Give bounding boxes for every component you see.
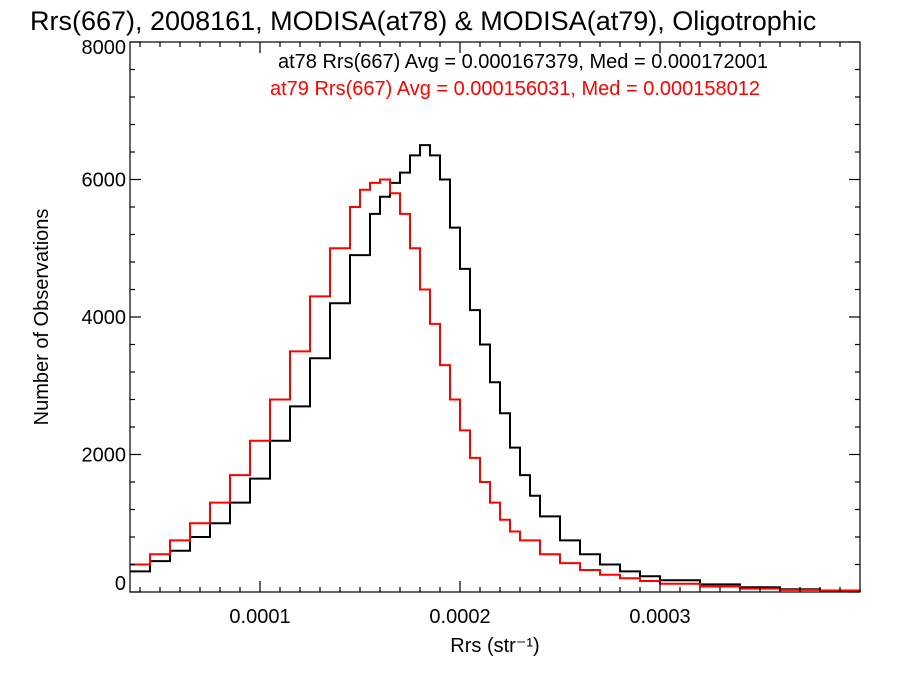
y-tick-label: 0 (115, 573, 126, 595)
x-tick-label: 0.0002 (429, 606, 490, 628)
y-tick-label: 8000 (82, 37, 127, 59)
series-layer (130, 144, 861, 592)
x-axis-label: Rrs (str⁻¹) (450, 635, 539, 657)
ticks-layer: 0 2000 4000 6000 8000 0.0001 0.0002 0.0003 (82, 37, 860, 628)
x-tick-label: 0.0001 (229, 606, 290, 628)
chart-title: Rrs(667), 2008161, MODISA(at78) & MODISA… (30, 6, 816, 36)
y-axis-label: Number of Observations (31, 209, 53, 426)
y-tick-label: 6000 (82, 170, 127, 192)
y-tick-label: 4000 (82, 307, 127, 329)
plot-frame (129, 41, 861, 593)
series-line-at79 (130, 178, 861, 592)
legend-entry-at78: at78 Rrs(667) Avg = 0.000167379, Med = 0… (278, 51, 768, 73)
y-tick-label: 2000 (82, 445, 127, 467)
x-tick-label: 0.0003 (629, 606, 690, 628)
series-line-at78 (130, 144, 861, 592)
legend-entry-at79: at79 Rrs(667) Avg = 0.000156031, Med = 0… (270, 78, 760, 100)
